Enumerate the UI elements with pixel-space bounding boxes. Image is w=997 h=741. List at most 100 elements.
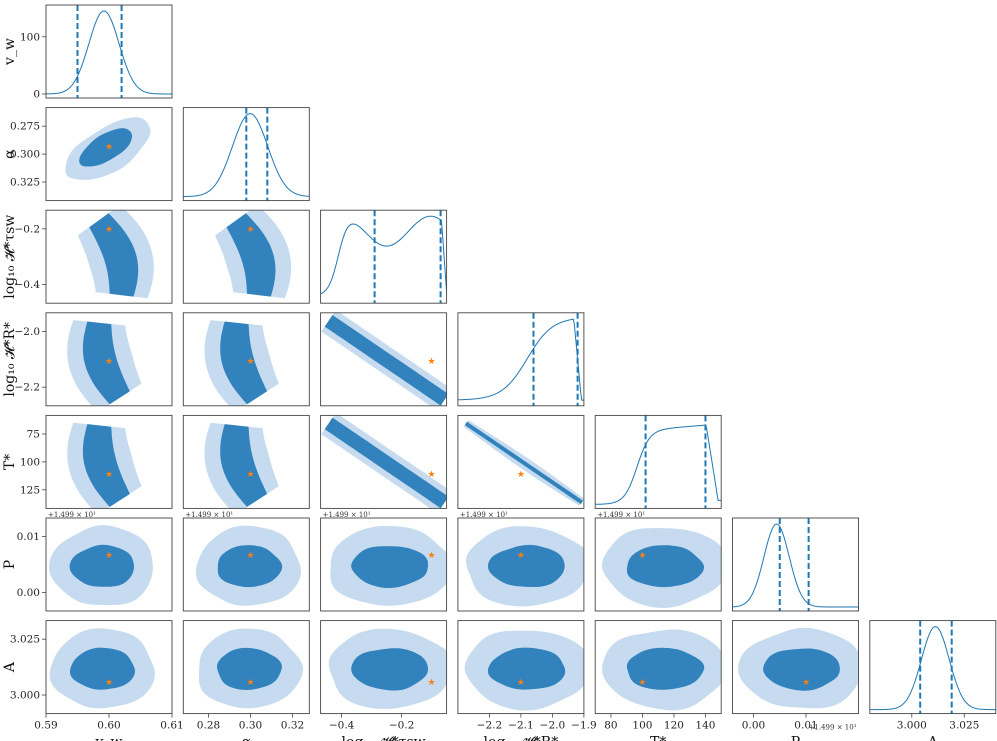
y-axis-label-T: T* bbox=[2, 454, 18, 470]
y-axis-label-A: A bbox=[2, 661, 18, 673]
y-axis-label-tau: log₁₀ 𝓗*τsw bbox=[2, 215, 18, 299]
panel-frame bbox=[320, 312, 448, 407]
marginal-line-R bbox=[457, 318, 584, 401]
y-tick-label: 3.025 bbox=[10, 634, 40, 646]
panel-T-P: ★ +1.499 × 10¹ bbox=[594, 511, 722, 612]
panel-frame bbox=[594, 620, 722, 715]
inner-contour bbox=[82, 424, 130, 507]
y-tick-label: 0.325 bbox=[10, 177, 40, 189]
truth-marker: ★ bbox=[802, 678, 810, 688]
panel-frame bbox=[457, 312, 585, 407]
x-tick-label: 140 bbox=[695, 720, 715, 732]
y-offset-label: +1.499 × 10¹ bbox=[185, 511, 233, 519]
x-axis-label-R: log₁₀ 𝓗*R* bbox=[484, 735, 559, 741]
inner-contour bbox=[351, 648, 428, 691]
diag-panel-R bbox=[457, 312, 585, 407]
y-tick-label: 125 bbox=[20, 484, 40, 496]
y-tick-label: 0.01 bbox=[17, 531, 40, 543]
truth-marker: ★ bbox=[105, 143, 113, 153]
panel-T-A: ★ 80 100 120 140 T* bbox=[594, 620, 722, 741]
diag-panel-T bbox=[594, 414, 722, 509]
diag-panel-P bbox=[732, 517, 859, 612]
truth-marker: ★ bbox=[428, 551, 436, 561]
panel-frame bbox=[45, 209, 173, 304]
x-tick-label: 100 bbox=[632, 720, 652, 732]
marginal-line-alpha bbox=[183, 113, 310, 197]
panel-alpha-R: ★ bbox=[182, 312, 310, 407]
panel-frame bbox=[732, 517, 859, 612]
y-axis-label-R: log₁₀ 𝓗*R* bbox=[2, 322, 18, 397]
x-tick-label: −0.2 bbox=[389, 720, 415, 732]
x-tick-label: 0.32 bbox=[281, 720, 304, 732]
y-axis-label-vw: v_w bbox=[2, 38, 18, 66]
y-tick-label: 0.300 bbox=[10, 149, 40, 161]
x-tick-label: 0.61 bbox=[160, 720, 183, 732]
truth-marker: ★ bbox=[517, 551, 525, 561]
x-tick-label: 0.00 bbox=[742, 720, 765, 732]
panel-frame bbox=[182, 209, 310, 304]
truth-marker: ★ bbox=[105, 678, 113, 688]
panel-tau-P: ★ +1.499 × 10¹ bbox=[320, 511, 448, 612]
inner-contour bbox=[324, 417, 447, 509]
y-tick-label: 0 bbox=[33, 89, 40, 101]
panel-frame bbox=[182, 414, 310, 509]
panel-frame bbox=[457, 517, 585, 612]
panel-frame bbox=[45, 517, 173, 612]
y-tick-label: −2.2 bbox=[15, 382, 41, 394]
x-offset-label: +1.499 × 10¹ bbox=[809, 724, 857, 732]
x-tick-label: −2.2 bbox=[477, 720, 503, 732]
y-tick-label: −2.0 bbox=[15, 326, 41, 338]
inner-contour bbox=[487, 544, 565, 587]
truth-marker: ★ bbox=[517, 678, 525, 688]
panel-alpha-P: ★ +1.499 × 10¹ bbox=[182, 511, 310, 612]
x-axis-label-A: A bbox=[927, 735, 939, 741]
y-axis-label-alpha: α bbox=[2, 149, 18, 159]
x-tick-label: 80 bbox=[604, 720, 617, 732]
marginal-line-P bbox=[732, 523, 859, 608]
y-tick-label: −0.4 bbox=[15, 279, 41, 291]
panel-frame bbox=[594, 517, 722, 612]
y-offset-label: +1.499 × 10¹ bbox=[460, 511, 508, 519]
x-tick-label: 0.59 bbox=[34, 720, 57, 732]
inner-contour bbox=[70, 647, 135, 690]
panel-tau-A: ★ −0.4 −0.2 log₁₀ 𝓗*τsw bbox=[320, 620, 448, 741]
y-tick-label: 0.00 bbox=[17, 587, 40, 599]
panel-R-P: ★ +1.499 × 10¹ bbox=[457, 511, 585, 612]
x-tick-label: 0.60 bbox=[97, 720, 120, 732]
panel-vw-T: ★ 75 100 125 T* bbox=[2, 414, 173, 509]
x-tick-label: −2.1 bbox=[508, 720, 534, 732]
panel-frame bbox=[182, 517, 310, 612]
truth-marker: ★ bbox=[246, 678, 254, 688]
x-tick-label: 3.000 bbox=[897, 720, 927, 732]
truth-marker: ★ bbox=[638, 678, 646, 688]
y-tick-label: −0.2 bbox=[15, 223, 41, 235]
y-tick-label: 0.275 bbox=[10, 121, 40, 133]
diag-panel-tau bbox=[320, 209, 448, 304]
panel-frame bbox=[182, 620, 310, 715]
truth-marker: ★ bbox=[428, 470, 436, 480]
x-tick-label: 120 bbox=[664, 720, 684, 732]
inner-contour bbox=[79, 128, 133, 167]
x-axis-label-alpha: α bbox=[242, 735, 252, 741]
diag-panel-vw: 100 0 v_w bbox=[2, 4, 173, 101]
marginal-line-vw bbox=[46, 10, 172, 95]
panel-frame bbox=[869, 620, 997, 715]
y-offset-label: +1.499 × 10¹ bbox=[597, 511, 645, 519]
truth-marker: ★ bbox=[246, 357, 254, 367]
truth-marker: ★ bbox=[428, 678, 436, 688]
panel-frame bbox=[182, 107, 310, 202]
panel-frame bbox=[594, 414, 722, 509]
panel-tau-T: ★ bbox=[320, 414, 448, 509]
truth-marker: ★ bbox=[105, 357, 113, 367]
inner-contour bbox=[763, 648, 840, 691]
panel-frame bbox=[45, 4, 173, 99]
inner-contour bbox=[464, 421, 583, 505]
panel-R-A: ★ −2.2 −2.1 −2.0 −1.9 log₁₀ 𝓗*R* bbox=[457, 620, 597, 741]
panel-frame bbox=[320, 414, 448, 509]
inner-contour bbox=[216, 647, 282, 690]
inner-contour bbox=[217, 545, 283, 588]
inner-contour bbox=[69, 544, 134, 587]
diag-panel-A: 3.000 3.025 A bbox=[869, 620, 997, 741]
x-tick-label: −0.4 bbox=[329, 720, 355, 732]
